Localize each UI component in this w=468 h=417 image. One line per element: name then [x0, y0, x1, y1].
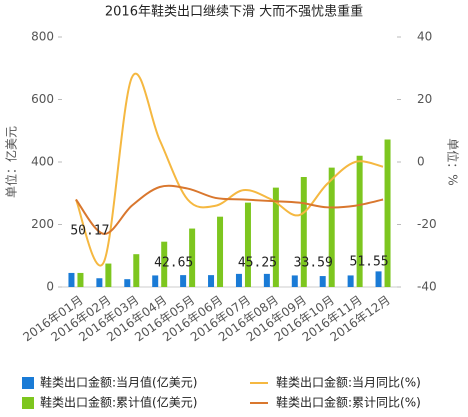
y-tick-label: 400 — [31, 155, 54, 169]
annotation: 51.55 — [350, 255, 389, 270]
y2-tick-label: -20 — [417, 217, 437, 231]
bar — [124, 279, 131, 287]
bar — [152, 275, 159, 287]
bar — [319, 276, 326, 287]
legend-label: 鞋类出口金额:当月值(亿美元) — [40, 375, 197, 390]
y2-tick-label: 20 — [417, 92, 432, 106]
bar — [133, 254, 140, 287]
legend-swatch — [22, 377, 34, 389]
y-tick-label: 800 — [31, 30, 54, 44]
bar — [347, 275, 354, 287]
y-tick-label: 200 — [31, 217, 54, 231]
bar — [356, 155, 363, 287]
bar — [263, 273, 270, 287]
bar — [105, 263, 112, 287]
bar — [272, 187, 279, 287]
annotation: 45.25 — [238, 256, 277, 271]
y-tick-label: 0 — [46, 280, 54, 294]
y2-axis-label: 单位：% — [446, 138, 461, 185]
bar — [375, 271, 382, 287]
legend-label: 鞋类出口金额:累计值(亿美元) — [40, 395, 197, 410]
bar — [77, 272, 84, 287]
bar — [291, 275, 298, 287]
bar — [180, 275, 187, 287]
legend-label: 鞋类出口金额:累计同比(%) — [276, 395, 421, 410]
annotation: 50.17 — [70, 224, 109, 239]
y-tick-label: 600 — [31, 92, 54, 106]
bar — [384, 139, 391, 287]
y-axis-label: 单位：亿美元 — [4, 126, 19, 198]
bar — [328, 167, 335, 287]
bar — [96, 278, 103, 287]
bar — [68, 272, 75, 287]
legend-label: 鞋类出口金额:当月同比(%) — [276, 375, 421, 390]
legend-swatch — [22, 397, 34, 409]
annotation: 42.65 — [154, 256, 193, 271]
bar — [300, 177, 307, 287]
y2-tick-label: 40 — [417, 30, 432, 44]
annotation: 33.59 — [294, 256, 333, 271]
y2-tick-label: -40 — [417, 280, 437, 294]
line — [75, 73, 384, 267]
bar — [161, 241, 168, 287]
bar — [189, 228, 196, 287]
y2-tick-label: 0 — [417, 155, 425, 169]
chart-title: 2016年鞋类出口继续下滑 大而不强忧患重重 — [105, 4, 363, 20]
bar — [235, 273, 242, 287]
bar — [208, 275, 215, 287]
line — [75, 184, 384, 235]
bar — [244, 202, 251, 287]
bar — [217, 216, 224, 287]
